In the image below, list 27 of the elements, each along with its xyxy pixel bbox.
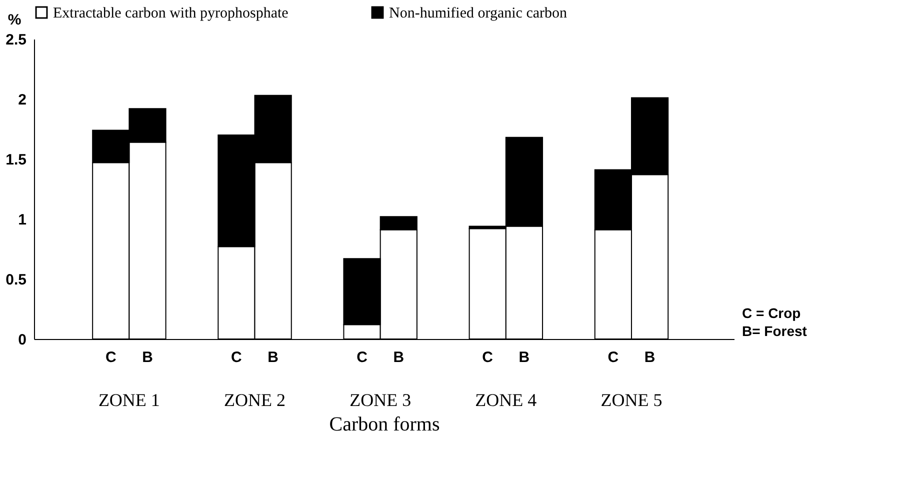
legend-label: Extractable carbon with pyrophosphate [53,6,289,22]
text: B= Forest [742,323,808,339]
text: ZONE 2 [224,390,286,410]
x-tick-label: C [482,349,494,366]
y-tick-label: 0 [18,332,26,348]
text: ZONE 4 [475,390,537,410]
x-tick-label: C [608,349,619,366]
x-tick-label: B [142,349,154,366]
text: C = Crop [742,305,801,321]
y-tick-label: 1.5 [6,152,26,168]
text: ZONE 3 [350,390,412,410]
x-tick-label: B [268,349,279,366]
y-axis-title: % [8,12,22,28]
x-tick-label: B [518,349,530,366]
legend-label: Non-humified organic carbon [389,6,568,22]
x-tick-label: C [105,349,116,366]
y-tick-label: 1 [18,212,26,228]
x-axis-title: Carbon forms [329,414,440,436]
x-tick-label: B [644,349,656,366]
x-tick-label: B [393,349,404,366]
y-tick-label: 2 [18,92,26,108]
y-tick-label: 2.5 [6,32,26,48]
y-tick-label: 0.5 [6,272,26,288]
text: ZONE 5 [600,390,662,410]
x-tick-label: C [356,349,368,366]
x-tick-label: C [231,349,242,366]
text: ZONE 1 [98,390,160,410]
